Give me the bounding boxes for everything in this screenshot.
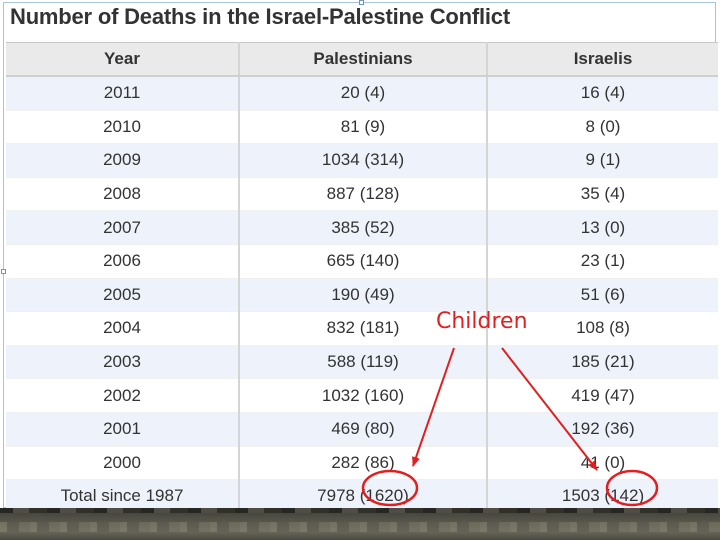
cell-year: 2005 — [6, 278, 239, 313]
circle-palestinian-children-total — [361, 469, 419, 507]
cell-israelis: 23 (1) — [486, 244, 718, 279]
texture-strip — [0, 508, 720, 513]
cell-year: 2000 — [6, 446, 239, 481]
cell-year: 2001 — [6, 412, 239, 447]
cell-israelis: 192 (36) — [486, 412, 718, 447]
table-header-row: Year Palestinians Israelis — [6, 42, 718, 77]
cell-palestinians: 385 (52) — [238, 210, 487, 245]
cell-year: 2006 — [6, 244, 239, 279]
table-body: 2011 20 (4) 16 (4) 2010 81 (9) 8 (0) 2009 1034 … — [6, 76, 718, 514]
header-palestinians: Palestinians — [238, 42, 487, 77]
cell-palestinians: 282 (86) — [238, 446, 487, 481]
cell-palestinians: 832 (181) — [238, 311, 487, 346]
cell-israelis: 419 (47) — [486, 378, 718, 413]
annotation-label-children: Children — [436, 309, 528, 334]
resize-handle-top[interactable] — [359, 0, 364, 5]
table-row: 2009 1034 (314) 9 (1) — [6, 143, 718, 178]
cell-palestinians: 665 (140) — [238, 244, 487, 279]
table-row: 2001 469 (80) 192 (36) — [6, 412, 718, 447]
table-row: 2005 190 (49) 51 (6) — [6, 278, 718, 313]
table-row: 2008 887 (128) 35 (4) — [6, 177, 718, 212]
cell-year: 2007 — [6, 210, 239, 245]
cell-year: 2009 — [6, 143, 239, 178]
texture-grain — [0, 522, 720, 532]
cell-palestinians: 81 (9) — [238, 110, 487, 145]
cell-palestinians: 20 (4) — [238, 76, 487, 111]
deaths-table: Year Palestinians Israelis 2011 20 (4) 16 … — [6, 42, 718, 514]
cell-israelis: 35 (4) — [486, 177, 718, 212]
cell-palestinians: 1034 (314) — [238, 143, 487, 178]
cell-israelis: 185 (21) — [486, 345, 718, 380]
resize-handle-left[interactable] — [1, 269, 6, 274]
cell-palestinians: 1032 (160) — [238, 378, 487, 413]
cell-israelis: 108 (8) — [486, 311, 718, 346]
table-row: 2011 20 (4) 16 (4) — [6, 76, 718, 111]
arrow-to-israeli-children — [501, 347, 598, 471]
table-row: 2002 1032 (160) 419 (47) — [6, 378, 718, 413]
page-title: Number of Deaths in the Israel-Palestine… — [10, 4, 510, 29]
cell-year: 2003 — [6, 345, 239, 380]
cell-palestinians: 469 (80) — [238, 412, 487, 447]
cell-year: 2004 — [6, 311, 239, 346]
cell-palestinians: 887 (128) — [238, 177, 487, 212]
cell-year: 2010 — [6, 110, 239, 145]
cell-year: 2002 — [6, 378, 239, 413]
cell-israelis: 13 (0) — [486, 210, 718, 245]
table-row: 2007 385 (52) 13 (0) — [6, 210, 718, 245]
table-row: 2004 832 (181) 108 (8) — [6, 311, 718, 346]
arrow-to-palestinian-children — [412, 347, 455, 467]
slide-bottom-border — [0, 508, 720, 540]
cell-israelis: 9 (1) — [486, 143, 718, 178]
cell-israelis: 8 (0) — [486, 110, 718, 145]
header-year: Year — [6, 42, 239, 77]
cell-israelis: 16 (4) — [486, 76, 718, 111]
cell-palestinians: 190 (49) — [238, 278, 487, 313]
circle-israeli-children-total — [605, 469, 659, 507]
table-row: 2006 665 (140) 23 (1) — [6, 244, 718, 279]
cell-israelis: 51 (6) — [486, 278, 718, 313]
header-israelis: Israelis — [486, 42, 718, 77]
cell-year: 2011 — [6, 76, 239, 111]
cell-year: 2008 — [6, 177, 239, 212]
table-row: 2010 81 (9) 8 (0) — [6, 110, 718, 145]
